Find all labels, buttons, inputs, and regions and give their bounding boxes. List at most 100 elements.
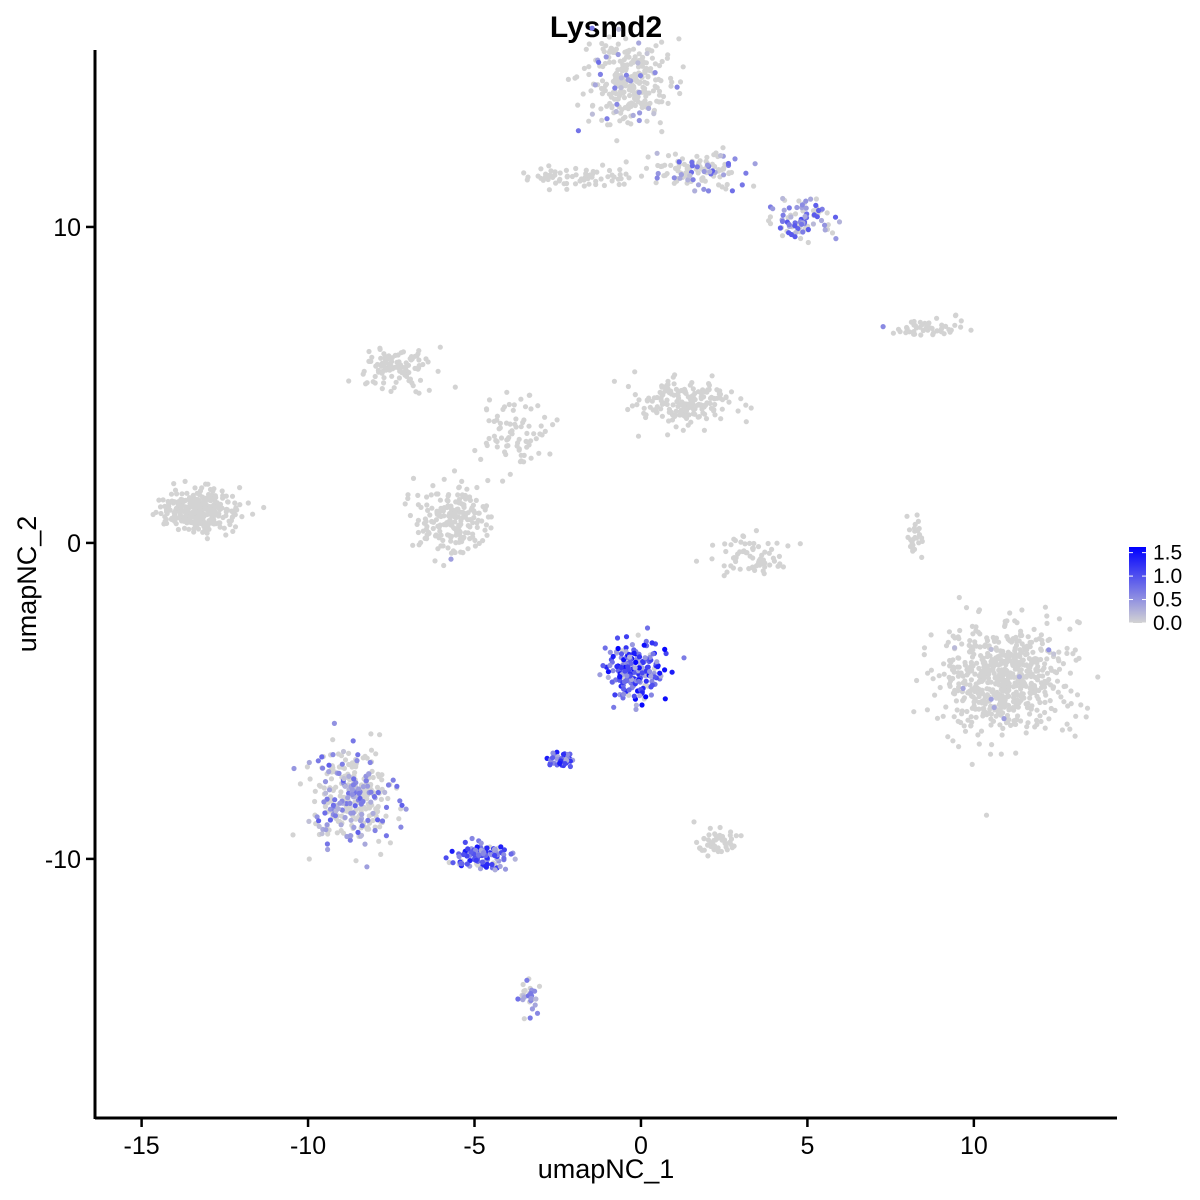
scatter-point: [445, 545, 451, 551]
scatter-point: [424, 532, 430, 538]
scatter-point: [636, 40, 642, 46]
scatter-point: [172, 487, 179, 493]
scatter-point: [786, 205, 792, 211]
scatter-point: [719, 406, 725, 412]
scatter-point: [668, 388, 674, 394]
scatter-point: [972, 639, 978, 645]
scatter-point: [642, 655, 648, 661]
scatter-point: [701, 402, 708, 408]
scatter-point: [701, 186, 707, 192]
scatter-point: [969, 654, 976, 660]
scatter-point: [694, 402, 700, 408]
scatter-point: [1042, 709, 1048, 716]
scatter-point: [636, 678, 642, 684]
scatter-point: [984, 638, 991, 644]
scatter-point: [573, 172, 579, 178]
scatter-point: [503, 451, 509, 458]
scatter-point: [1095, 674, 1101, 680]
scatter-point: [353, 816, 359, 822]
scatter-point: [515, 996, 521, 1002]
scatter-point: [701, 394, 707, 400]
scatter-point: [522, 404, 529, 410]
scatter-point: [987, 751, 994, 757]
scatter-point: [535, 403, 541, 409]
scatter-point: [665, 52, 671, 58]
scatter-point: [1017, 670, 1023, 676]
scatter-point: [375, 804, 381, 811]
scatter-point: [658, 396, 664, 402]
scatter-point: [668, 162, 674, 168]
scatter-point: [621, 95, 628, 101]
scatter-point: [457, 509, 463, 515]
scatter-point: [603, 54, 609, 60]
scatter-point: [631, 650, 637, 656]
scatter-point: [586, 181, 592, 187]
scatter-point: [1064, 645, 1070, 651]
scatter-point: [441, 476, 447, 482]
scatter-point: [643, 414, 649, 421]
scatter-point: [611, 59, 617, 65]
scatter-point: [618, 176, 624, 182]
scatter-point: [438, 543, 444, 549]
scatter-point: [1030, 649, 1036, 655]
scatter-point: [349, 787, 355, 793]
scatter-point: [206, 519, 212, 525]
scatter-point: [352, 803, 358, 809]
scatter-point: [457, 536, 463, 542]
scatter-point: [1013, 642, 1020, 649]
scatter-point: [794, 204, 800, 211]
scatter-point: [950, 633, 956, 639]
scatter-point: [506, 401, 512, 408]
scatter-point: [306, 856, 312, 862]
scatter-point: [156, 497, 162, 503]
scatter-point: [915, 518, 922, 525]
scatter-point: [598, 85, 605, 92]
scatter-point: [528, 990, 534, 997]
scatter-point: [618, 75, 625, 81]
scatter-point: [953, 698, 960, 704]
scatter-point: [481, 850, 487, 856]
scatter-point: [600, 663, 606, 669]
scatter-point: [199, 511, 205, 517]
scatter-point: [403, 360, 409, 366]
scatter-point: [618, 110, 624, 116]
scatter-point: [261, 504, 267, 511]
scatter-point: [183, 505, 190, 511]
scatter-point: [184, 520, 190, 526]
scatter-point: [1056, 649, 1062, 655]
scatter-point: [497, 420, 503, 426]
scatter-point: [906, 329, 913, 335]
scatter-point: [486, 435, 492, 442]
scatter-point: [327, 817, 333, 823]
scatter-point: [537, 431, 543, 437]
scatter-point: [697, 846, 704, 852]
scatter-point: [536, 450, 542, 456]
scatter-point: [1056, 616, 1062, 622]
scatter-point: [1032, 690, 1038, 696]
scatter-point: [341, 775, 347, 782]
scatter-point: [960, 673, 966, 679]
scatter-point: [1006, 717, 1012, 723]
scatter-point: [510, 407, 516, 413]
scatter-point: [950, 664, 956, 670]
scatter-point: [607, 662, 613, 669]
scatter-point: [330, 737, 336, 743]
scatter-point: [650, 407, 656, 413]
scatter-point: [332, 797, 338, 803]
scatter-point: [955, 670, 961, 676]
scatter-point: [770, 206, 776, 212]
scatter-point: [733, 833, 739, 839]
scatter-point: [364, 864, 370, 870]
scatter-point: [479, 859, 485, 865]
scatter-point: [394, 783, 400, 789]
scatter-point: [656, 63, 663, 69]
scatter-point: [999, 732, 1005, 738]
scatter-point: [402, 369, 408, 375]
scatter-point: [520, 997, 526, 1003]
scatter-point: [645, 154, 651, 160]
scatter-point: [969, 693, 975, 699]
scatter-point: [165, 498, 171, 505]
scatter-point: [717, 824, 723, 831]
scatter-point: [513, 416, 519, 422]
scatter-point: [618, 664, 624, 671]
